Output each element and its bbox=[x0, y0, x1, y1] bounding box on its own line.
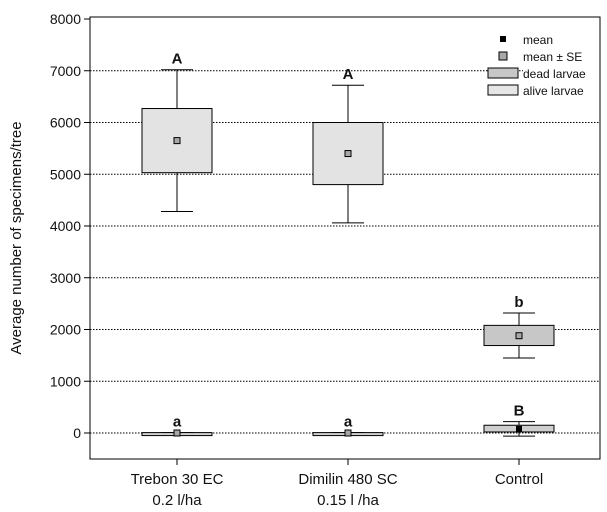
significance-letter: B bbox=[514, 403, 525, 420]
significance-letter: a bbox=[173, 414, 182, 431]
x-tick-label: Dimilin 480 SC bbox=[298, 471, 397, 488]
box-alive-larvae: a bbox=[141, 414, 213, 437]
x-axis-ticks: Trebon 30 EC 0.2 l/ha Dimilin 480 SC 0.15 l… bbox=[131, 459, 543, 509]
mean-marker bbox=[173, 429, 181, 437]
legend-label: mean ± SE bbox=[523, 50, 582, 64]
legend-label: mean bbox=[523, 33, 553, 47]
y-tick-label: 2000 bbox=[50, 322, 81, 338]
plot-frame bbox=[89, 16, 601, 460]
legend-marker-mean bbox=[500, 36, 506, 42]
y-tick-label: 6000 bbox=[50, 115, 81, 131]
x-tick-label-line2: 0.2 l/ha bbox=[152, 492, 202, 509]
box-dead-larvae: b bbox=[483, 294, 555, 359]
legend-label: dead larvae bbox=[523, 67, 586, 81]
y-tick-label: 8000 bbox=[50, 11, 81, 27]
y-tick-label: 0 bbox=[73, 425, 81, 441]
y-tick-label: 1000 bbox=[50, 373, 81, 389]
y-axis-ticks: 0 1000 2000 3000 4000 5000 6000 7000 8000 bbox=[50, 11, 90, 441]
mean-marker bbox=[344, 150, 352, 158]
box-dead-larvae: A bbox=[312, 66, 384, 224]
y-tick-label: 3000 bbox=[50, 270, 81, 286]
significance-letter: b bbox=[514, 294, 523, 311]
legend: mean mean ± SE dead larvae alive larvae bbox=[487, 33, 586, 98]
significance-letter: A bbox=[172, 51, 183, 68]
box-alive-larvae: a bbox=[312, 414, 384, 437]
mean-marker bbox=[344, 429, 352, 437]
significance-letter: A bbox=[343, 66, 354, 83]
legend-marker-mean-se bbox=[498, 51, 508, 61]
legend-marker-alive-larvae bbox=[487, 84, 519, 96]
significance-letter: a bbox=[344, 414, 353, 431]
plot-boxes: A Ab a a B bbox=[141, 51, 555, 437]
y-tick-label: 5000 bbox=[50, 166, 81, 182]
y-tick-label: 4000 bbox=[50, 218, 81, 234]
mean-marker bbox=[515, 332, 523, 340]
mean-marker bbox=[173, 137, 181, 145]
x-tick-label: Control bbox=[495, 471, 543, 488]
x-tick-label: Trebon 30 EC bbox=[131, 471, 224, 488]
y-axis-label: Average number of specimens/tree bbox=[8, 121, 25, 354]
box-alive-larvae: B bbox=[483, 403, 555, 437]
legend-label: alive larvae bbox=[523, 84, 584, 98]
box-dead-larvae: A bbox=[141, 51, 213, 213]
mean-marker bbox=[516, 425, 522, 432]
x-tick-label-line2: 0.15 l /ha bbox=[317, 492, 379, 509]
y-tick-label: 7000 bbox=[50, 63, 81, 79]
legend-marker-dead-larvae bbox=[487, 67, 519, 79]
